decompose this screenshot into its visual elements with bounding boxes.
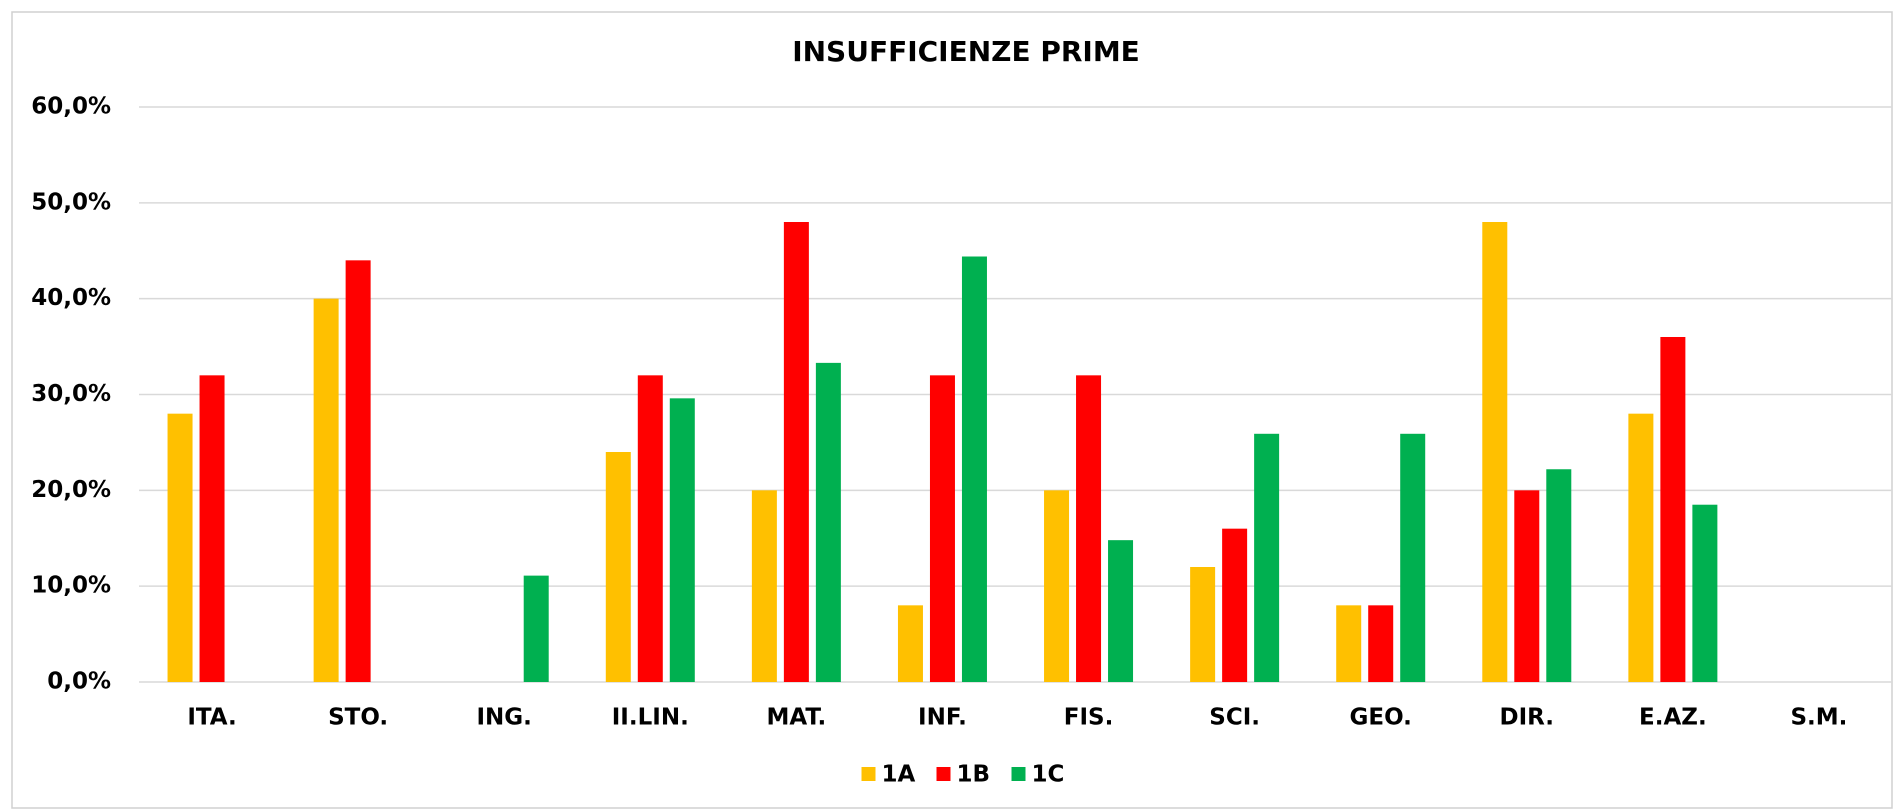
legend-label: 1B [957, 762, 991, 788]
bar [199, 375, 225, 682]
y-tick-label: 10,0% [31, 573, 111, 599]
bar [1254, 433, 1280, 682]
bar [313, 298, 339, 682]
x-tick-label: SCI. [1209, 705, 1260, 731]
x-tick-label: STO. [328, 705, 388, 731]
bar [1628, 413, 1654, 682]
bar [783, 222, 809, 682]
bar [929, 375, 955, 682]
chart-title: INSUFFICIENZE PRIME [792, 35, 1140, 68]
bar [345, 260, 371, 682]
x-tick-label: S.M. [1790, 705, 1847, 731]
bar [669, 398, 695, 682]
x-tick-label: ITA. [187, 705, 236, 731]
legend-label: 1C [1032, 762, 1065, 788]
bar [1190, 567, 1216, 682]
y-tick-label: 20,0% [31, 477, 111, 503]
bar [167, 413, 193, 682]
bar [751, 490, 777, 682]
x-tick-label: FIS. [1064, 705, 1114, 731]
bar [1044, 490, 1070, 682]
y-tick-label: 0,0% [47, 669, 111, 695]
x-tick-label: MAT. [766, 705, 826, 731]
bar [1222, 528, 1248, 682]
y-tick-label: 40,0% [31, 285, 111, 311]
bar [815, 362, 841, 682]
bar [1336, 605, 1362, 682]
bar [897, 605, 923, 682]
y-tick-label: 50,0% [31, 189, 111, 215]
bar [523, 575, 549, 682]
x-tick-label: ING. [476, 705, 531, 731]
x-tick-label: II.LIN. [612, 705, 689, 731]
bar [1368, 605, 1394, 682]
legend-swatch [861, 767, 876, 781]
bar [1546, 469, 1572, 682]
legend-label: 1A [882, 762, 916, 788]
legend-swatch [1011, 767, 1026, 781]
y-tick-label: 30,0% [31, 381, 111, 407]
bar [1692, 504, 1718, 682]
x-tick-label: DIR. [1500, 705, 1555, 731]
bar [961, 256, 987, 682]
bar [1400, 433, 1426, 682]
x-tick-label: INF. [918, 705, 967, 731]
bar [1482, 222, 1508, 682]
x-tick-label: E.AZ. [1639, 705, 1707, 731]
bar [1514, 490, 1540, 682]
bar [605, 452, 631, 682]
bar [1108, 540, 1134, 682]
bar [1660, 337, 1686, 682]
bar [1076, 375, 1102, 682]
bar [637, 375, 663, 682]
y-tick-label: 60,0% [31, 94, 111, 120]
x-tick-label: GEO. [1350, 705, 1412, 731]
legend-swatch [936, 767, 951, 781]
